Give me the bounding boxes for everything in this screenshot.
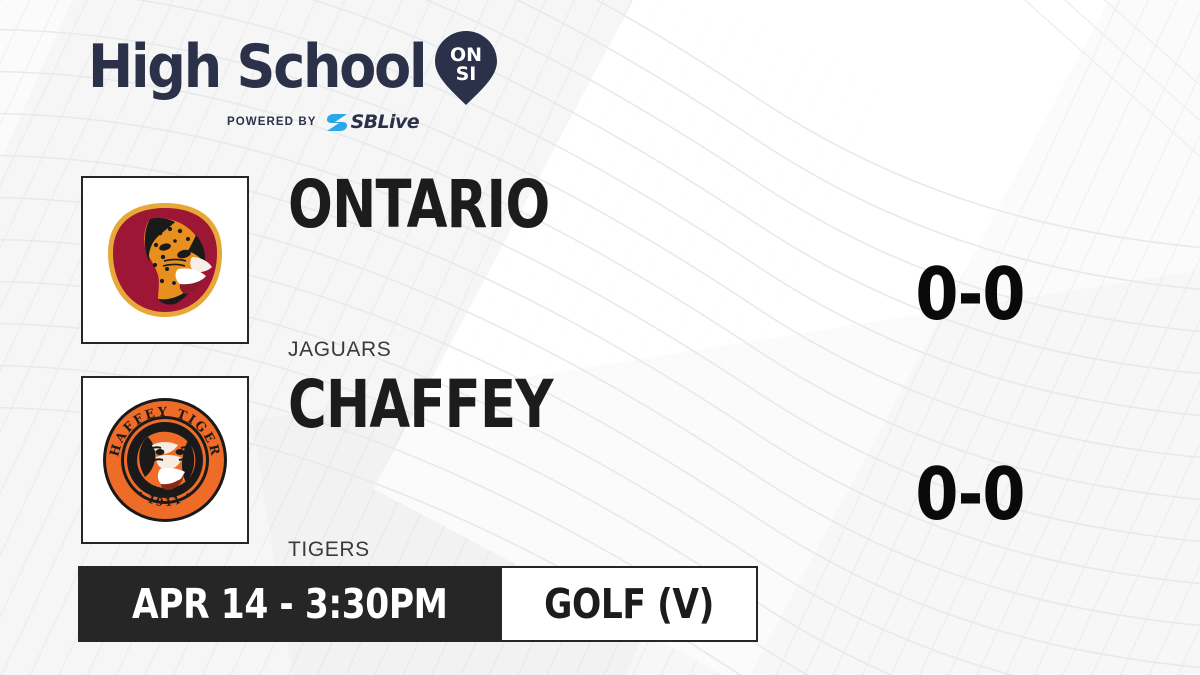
sblive-wordmark: SBLive [350,110,420,133]
sblive-name: SBL [350,110,390,133]
team-record: 0-0 [915,452,1025,536]
sblive-logo[interactable]: SBLive [326,110,420,133]
onsi-pin-icon: ON SI [435,31,498,105]
team-mascot: TIGERS [288,538,370,561]
team-name: ONTARIO [288,166,550,243]
team-mascot: JAGUARS [288,338,392,361]
chaffey-tigers-circle-logo: CHAFFEY TIGERS · 1911 · [100,395,227,522]
team-logo-box: CHAFFEY TIGERS · 1911 · [81,376,249,544]
game-sport: GOLF (V) [543,579,714,628]
team-record: 0-0 [915,252,1025,336]
site-header: High School ON SI POWERED BY SBLive [88,30,518,140]
game-datetime-panel: APR 14 - 3:30PM [78,566,502,642]
game-datetime: APR 14 - 3:30PM [132,579,448,628]
brand-logo[interactable]: High School ON SI [88,30,518,105]
powered-by-label: POWERED BY [226,116,317,128]
sblive-suffix: ive [389,110,420,133]
jaguar-head-logo [108,203,222,317]
pin-text-si: SI [456,63,477,85]
game-sport-panel: GOLF (V) [501,566,758,642]
powered-by-row: POWERED BY SBLive [88,112,518,132]
brand-wordmark: High School [88,32,427,102]
team-name: CHAFFEY [288,366,553,443]
game-info-banner: APR 14 - 3:30PM GOLF (V) [78,566,758,642]
team-logo-box [81,176,249,344]
pin-text-on: ON [450,44,482,66]
sblive-mark-icon [326,113,348,132]
